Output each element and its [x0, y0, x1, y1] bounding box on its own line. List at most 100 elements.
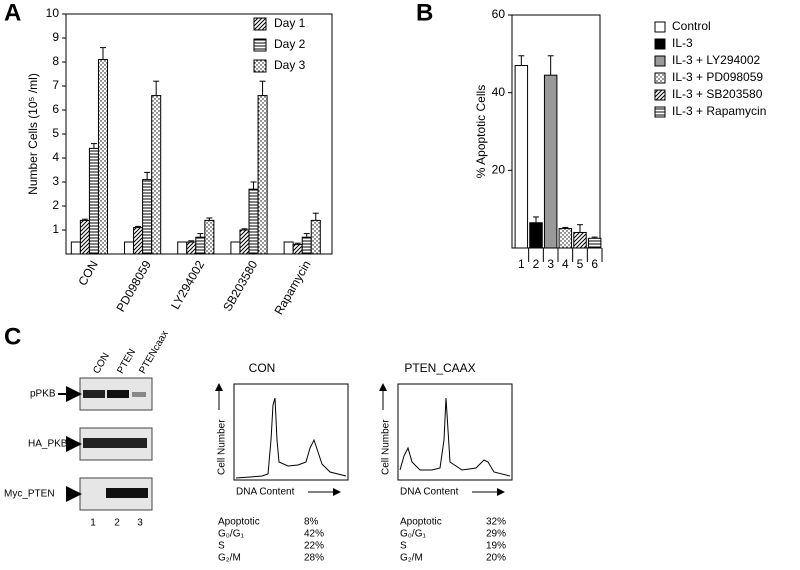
- axis-label: DNA Content: [400, 487, 459, 498]
- bar: [151, 95, 162, 255]
- table-label: Apoptotic: [218, 517, 260, 528]
- bar: [70, 241, 81, 255]
- axis-label: Cell Number: [381, 419, 392, 475]
- panel-letter: C: [4, 323, 21, 350]
- table-label: G₀/G₁: [218, 529, 244, 540]
- legend-swatch: [654, 106, 666, 118]
- x-tick-label: 4: [562, 257, 569, 271]
- legend-label: Day 2: [274, 37, 306, 51]
- panel-letter: B: [416, 0, 433, 26]
- axis-label: DNA Content: [236, 487, 295, 498]
- bar: [514, 64, 529, 249]
- legend-label: IL-3 + Rapamycin: [672, 104, 766, 118]
- blot-row-label: Myc_PTEN: [4, 489, 55, 500]
- legend-label: Day 1: [274, 16, 306, 30]
- lane-number: 2: [114, 518, 120, 529]
- table-label: S: [218, 541, 225, 552]
- panel-letter: A: [4, 0, 21, 26]
- x-tick-label: CON: [75, 258, 100, 288]
- bar: [79, 219, 90, 255]
- bar: [97, 59, 108, 255]
- table-value: 8%: [304, 517, 319, 528]
- bar: [230, 241, 241, 255]
- x-tick-label: SB203580: [220, 258, 260, 314]
- bar: [573, 231, 587, 249]
- y-tick-label: 20: [492, 163, 506, 177]
- y-tick-label: 60: [492, 7, 506, 21]
- x-tick-label: 5: [577, 257, 584, 271]
- blot-row-label: HA_PKB: [28, 439, 68, 450]
- bar: [310, 219, 321, 255]
- y-axis-label: Number Cells (10⁵ /ml): [26, 73, 40, 195]
- bar: [283, 241, 294, 255]
- table-label: Apoptotic: [400, 517, 442, 528]
- legend-label: Day 3: [274, 58, 306, 72]
- histogram: PTEN_CAAX Cell Number DNA Content: [379, 361, 513, 498]
- x-tick-label: 1: [518, 257, 525, 271]
- table-label: G₂/M: [218, 553, 241, 564]
- table-value: 29%: [486, 529, 506, 540]
- bar: [292, 243, 303, 255]
- table-value: 19%: [486, 541, 506, 552]
- y-tick-label: 1: [52, 222, 59, 236]
- lane-label: PTEN: [115, 347, 138, 376]
- blot-row-label: pPKB: [30, 389, 56, 400]
- bar: [88, 147, 99, 255]
- bar: [587, 237, 602, 249]
- legend-label: IL-3: [672, 36, 693, 50]
- legend-swatch: [253, 17, 267, 31]
- y-tick-label: 4: [52, 150, 59, 164]
- legend-swatch: [654, 72, 666, 84]
- table-value: 28%: [304, 553, 324, 564]
- legend-swatch: [654, 38, 666, 50]
- x-tick-label: 6: [591, 257, 598, 271]
- bar: [177, 241, 188, 255]
- table-value: 20%: [486, 553, 506, 564]
- y-tick-label: 7: [52, 78, 59, 92]
- x-tick-label: 2: [533, 257, 540, 271]
- table-value: 32%: [486, 517, 506, 528]
- legend-swatch: [654, 21, 666, 33]
- bar: [301, 236, 312, 255]
- x-tick-label: PD098059: [113, 258, 154, 314]
- lane-number: 3: [137, 518, 143, 529]
- blot: [58, 377, 153, 511]
- bar: [239, 229, 250, 255]
- bar: [133, 227, 144, 255]
- lane-label: CON: [91, 351, 112, 376]
- y-tick-label: 2: [52, 198, 59, 212]
- legend-swatch: [253, 38, 267, 52]
- x-tick-label: Rapamycin: [271, 258, 313, 317]
- y-tick-label: 6: [52, 102, 59, 116]
- legend-label: Control: [672, 19, 711, 33]
- bar: [529, 222, 543, 249]
- legend-label: IL-3 + PD098059: [672, 70, 763, 84]
- table-value: 22%: [304, 541, 324, 552]
- x-tick-label: 3: [547, 257, 554, 271]
- legend-swatch: [253, 59, 267, 73]
- lane-label: PTENcaax: [137, 329, 170, 376]
- y-tick-label: 5: [52, 126, 59, 140]
- legend-swatch: [654, 89, 666, 101]
- table-value: 42%: [304, 529, 324, 540]
- y-tick-label: 3: [52, 174, 59, 188]
- table-label: G₀/G₁: [400, 529, 426, 540]
- bar: [142, 179, 153, 255]
- y-tick-label: 40: [492, 85, 506, 99]
- table-label: G₂/M: [400, 553, 423, 564]
- bar: [543, 74, 558, 249]
- y-axis-label: % Apoptotic Cells: [474, 85, 488, 178]
- bar: [124, 241, 135, 255]
- histogram-title: PTEN_CAAX: [404, 361, 475, 375]
- axis-label: Cell Number: [217, 419, 228, 475]
- legend-label: IL-3 + LY294002: [672, 53, 761, 67]
- bar: [195, 236, 206, 255]
- bar: [558, 228, 573, 249]
- y-tick-label: 8: [52, 54, 59, 68]
- table-label: S: [400, 541, 407, 552]
- y-tick-label: 9: [52, 30, 59, 44]
- histogram-title: CON: [249, 361, 276, 375]
- bar: [186, 241, 197, 255]
- bar: [248, 188, 259, 255]
